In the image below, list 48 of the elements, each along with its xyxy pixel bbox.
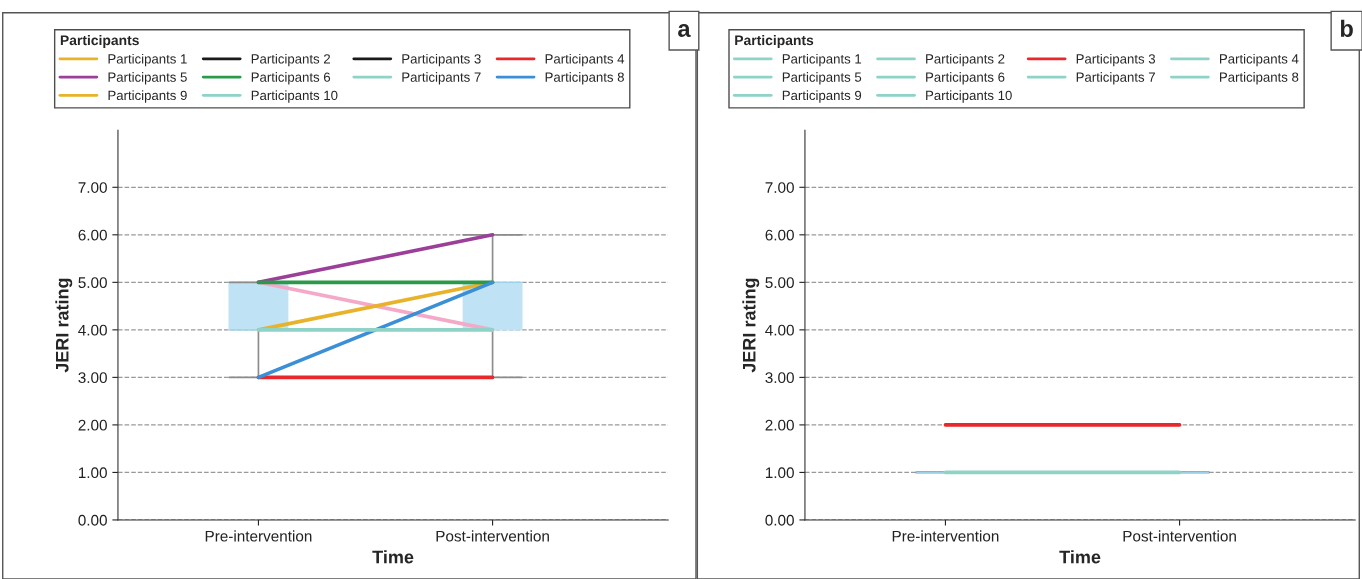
legend-title: Participants	[60, 34, 139, 48]
legend-label: Participants 1	[782, 53, 862, 67]
y-axis-title: JERI rating	[55, 278, 73, 373]
legend-label: Participants 4	[545, 53, 625, 67]
text: a	[678, 24, 691, 38]
legend-label: Participants 7	[1076, 72, 1155, 85]
y-tick-label: 7.00	[78, 182, 107, 193]
y-tick-label: 2.00	[78, 419, 107, 431]
x-axis-title: Time	[372, 550, 414, 564]
legend-label: Participants 10	[926, 90, 1012, 103]
y-tick-label: 1.00	[78, 467, 107, 479]
y-axis-title: JERI rating	[742, 278, 760, 373]
legend-label: Participants 8	[545, 72, 624, 85]
legend-label: Participants 6	[926, 72, 1005, 85]
legend-label: Participants 9	[108, 90, 187, 103]
legend-label: Participants 8	[1220, 72, 1299, 85]
y-tick-label: 7.00	[765, 182, 794, 193]
y-tick-label: 3.00	[78, 372, 107, 384]
legend-label: Participants 10	[251, 90, 338, 103]
legend-label: Participants 3	[1076, 53, 1156, 67]
legend-label: Participants 2	[251, 53, 330, 67]
legend-label: Participants 6	[251, 72, 331, 85]
y-tick-label: 0.00	[765, 514, 794, 526]
y-tick-label: 1.00	[765, 467, 794, 479]
y-tick-label: 3.00	[765, 372, 794, 384]
y-tick-label: 4.00	[765, 324, 794, 336]
y-tick-label: 2.00	[765, 419, 794, 431]
legend-label: Participants 3	[402, 53, 481, 67]
legend-label: Participants 5	[782, 72, 862, 85]
x-tick-label: Pre-intervention	[892, 530, 999, 542]
legend-label: Participants 4	[1220, 53, 1299, 67]
legend-label: Participants 2	[926, 53, 1005, 67]
x-tick-label: Pre-intervention	[205, 530, 312, 542]
legend-title: Participants	[735, 34, 814, 48]
legend-label: Participants 5	[108, 72, 187, 85]
x-tick-label: Post-intervention	[1123, 530, 1236, 542]
y-tick-label: 0.00	[78, 514, 107, 526]
x-tick-label: Post-intervention	[436, 530, 549, 542]
y-tick-label: 5.00	[765, 277, 794, 289]
legend-label: Participants 9	[782, 90, 862, 103]
y-tick-label: 6.00	[765, 229, 794, 241]
text: b	[1340, 19, 1353, 38]
y-tick-label: 6.00	[78, 229, 107, 241]
y-tick-label: 5.00	[78, 277, 107, 289]
legend-label: Participants 7	[402, 72, 481, 85]
x-axis-title: Time	[1059, 550, 1101, 564]
legend-label: Participants 1	[108, 53, 187, 67]
y-tick-label: 4.00	[78, 324, 107, 336]
